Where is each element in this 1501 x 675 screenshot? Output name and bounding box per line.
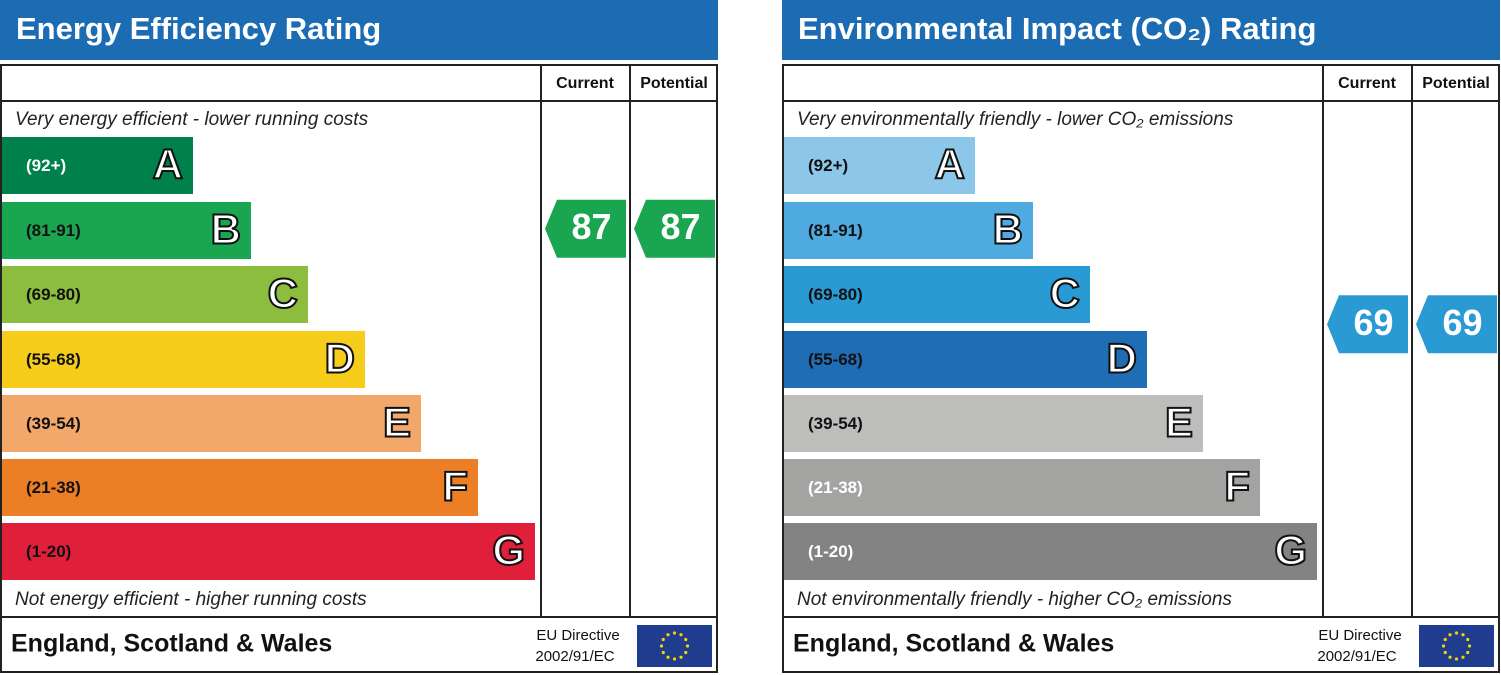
band-range: (39-54) [26,414,81,433]
eu-star [684,637,688,642]
rating-band [784,459,1260,516]
directive-line: EU Directive [536,627,619,644]
eu-star [1467,644,1472,648]
band-letter: A [935,141,965,188]
band-letter: F [1224,463,1250,510]
footer-region: England, Scotland & Wales [793,630,1114,658]
eu-star [661,637,665,642]
eu-star [1443,637,1447,642]
band-range: (55-68) [808,350,863,369]
rating-band [2,395,421,452]
band-letter: G [492,527,525,574]
column-header: Potential [640,75,708,92]
band-range: (92+) [26,156,66,175]
frame [0,64,718,673]
band-range: (55-68) [26,350,81,369]
panel-title: Energy Efficiency Rating [16,11,381,46]
directive-line: 2002/91/EC [535,648,614,665]
eu-star [1441,644,1446,648]
band-letter: E [383,399,411,446]
footer-region: England, Scotland & Wales [11,630,332,658]
column-header: Current [1338,75,1396,92]
bottom-note: Not environmentally friendly - higher CO… [797,589,1232,610]
rating-arrow [1416,295,1497,354]
eu-star [1448,633,1452,637]
band-letter: A [153,141,183,188]
band-letter: D [1107,335,1137,382]
rating-band [2,331,365,388]
rating-band [2,523,535,580]
band-range: (69-80) [808,285,863,304]
eu-flag [1419,625,1494,667]
eu-star [672,657,677,661]
frame [782,64,1500,673]
title-bar [0,0,718,60]
rating-value: 69 [1353,302,1393,343]
rating-band [784,523,1317,580]
band-range: (1-20) [26,542,71,561]
rating-band [2,137,193,194]
eu-star [1454,657,1459,661]
top-note: Very energy efficient - lower running co… [15,109,369,130]
eu-star [659,644,664,648]
rating-arrow [634,199,715,258]
band-range: (39-54) [808,414,863,433]
directive-line: EU Directive [1318,627,1401,644]
eu-star [1448,655,1452,659]
eu-star [685,644,690,648]
rating-band [2,266,308,323]
rating-value: 87 [660,206,700,247]
rating-band [784,395,1203,452]
eu-star [679,655,683,659]
band-letter: B [211,206,241,253]
eu-star [1443,650,1447,655]
eu-star [666,655,670,659]
band-letter: C [268,270,298,317]
rating-arrow [545,199,626,258]
eu-flag [637,625,712,667]
band-letter: G [1274,527,1307,574]
panel-title: Environmental Impact (CO₂) Rating [798,11,1316,46]
rating-band [784,137,975,194]
column-header: Current [556,75,614,92]
rating-panel: Energy Efficiency Rating Current Potential… [0,0,718,673]
rating-band [784,202,1033,259]
directive-line: 2002/91/EC [1317,648,1396,665]
band-letter: C [1050,270,1080,317]
eu-star [1466,637,1470,642]
band-range: (21-38) [808,478,863,497]
rating-panel: Environmental Impact (CO₂) Rating Current… [782,0,1500,673]
eu-star [1454,631,1459,635]
bottom-note: Not energy efficient - higher running co… [15,589,367,610]
band-range: (81-91) [808,221,863,240]
rating-band [784,266,1090,323]
band-letter: F [442,463,468,510]
rating-arrow [1327,295,1408,354]
band-letter: D [325,335,355,382]
eu-star [661,650,665,655]
rating-band [784,331,1147,388]
rating-band [2,202,251,259]
title-bar [782,0,1500,60]
rating-band [2,459,478,516]
band-letter: B [993,206,1023,253]
band-range: (21-38) [26,478,81,497]
band-range: (92+) [808,156,848,175]
top-note: Very environmentally friendly - lower CO… [797,109,1234,130]
eu-star [1466,650,1470,655]
eu-star [666,633,670,637]
column-header: Potential [1422,75,1490,92]
rating-value: 87 [571,206,611,247]
band-range: (1-20) [808,542,853,561]
band-range: (81-91) [26,221,81,240]
rating-value: 69 [1442,302,1482,343]
eu-star [1461,655,1465,659]
eu-star [684,650,688,655]
eu-star [672,631,677,635]
eu-star [1461,633,1465,637]
band-range: (69-80) [26,285,81,304]
eu-star [679,633,683,637]
band-letter: E [1165,399,1193,446]
